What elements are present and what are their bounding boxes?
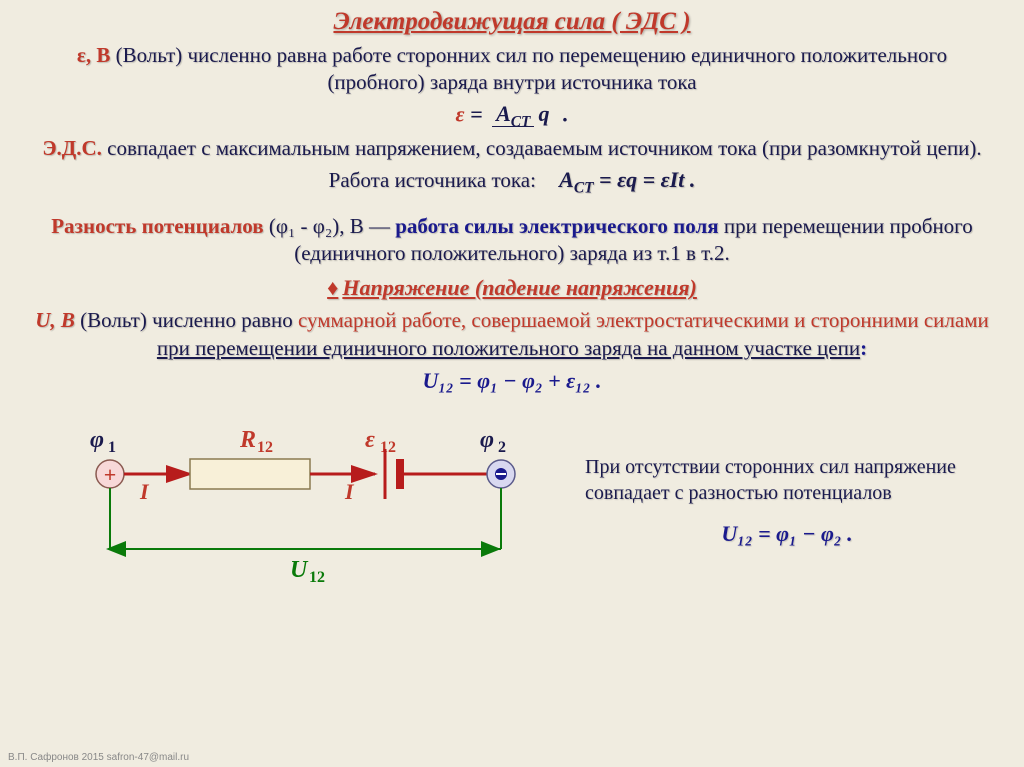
p5-rest-b: при перемещении единичного положительног… (157, 336, 860, 360)
eps-char: ε (456, 101, 465, 126)
p5-red: суммарной работе, совершаемой электроста… (298, 308, 989, 332)
work-formula-rest: = εq = εIt . (594, 167, 696, 192)
u-symbol: U, В (35, 308, 75, 332)
diamond-icon: ♦ (327, 275, 338, 300)
formula-emf: ε = AСТq . (35, 101, 989, 131)
den-q: q (534, 101, 553, 126)
section2-text: Напряжение (падение напряжения) (342, 275, 697, 300)
formula-u12: U₁₂ = φ₁ − φ₂ + ε₁₂ . (35, 368, 989, 394)
formula4: U₁₂ = φ₁ − φ₂ . (585, 520, 989, 549)
work-label: Работа источника тока: (329, 168, 536, 192)
pd-bold: работа силы электрического поля (395, 214, 718, 238)
voltage-section-title: ♦Напряжение (падение напряжения) (35, 275, 989, 301)
svg-text:R: R (239, 427, 256, 453)
voltage-paragraph: U, В (Вольт) численно равно суммарной ра… (35, 307, 989, 362)
svg-text:+: + (104, 462, 117, 487)
eq-sign: = (465, 101, 489, 126)
p5-colon: : (860, 336, 867, 360)
unit-text: (Вольт) (110, 43, 187, 67)
num-sub: СТ (511, 113, 531, 130)
absence-text: При отсутствии сторонних сил напряжение … (585, 454, 989, 506)
svg-text:I: I (344, 479, 355, 504)
svg-text:2: 2 (498, 439, 506, 456)
svg-text:φ: φ (480, 427, 494, 453)
svg-text:U: U (290, 557, 309, 583)
A-sub: СТ (574, 180, 594, 197)
svg-text:I: I (139, 479, 150, 504)
formula3-text: U₁₂ = φ₁ − φ₂ + ε₁₂ . (422, 368, 601, 393)
eds-text: совпадает с максимальным напряжением, со… (102, 136, 982, 160)
formula-dot: . (557, 101, 568, 126)
eps-symbol: ε, В (77, 43, 110, 67)
circuit-diagram: φ 1 R 12 ε 12 φ 2 + (35, 399, 575, 604)
definition-paragraph: ε, В (Вольт) численно равна работе сторо… (35, 42, 989, 97)
eds-label: Э.Д.С. (42, 136, 102, 160)
A-char: A (559, 167, 574, 192)
svg-text:12: 12 (257, 439, 273, 456)
footer-credit: В.П. Сафронов 2015 safron-47@mail.ru (8, 752, 189, 763)
pd-lead: Разность потенциалов (51, 214, 263, 238)
page-title: Электродвижущая сила ( ЭДС ) (35, 8, 989, 36)
work-formula: AСТ = εq = εIt . (559, 166, 695, 198)
potential-diff-para: Разность потенциалов (φ₁ - φ₂), В — рабо… (35, 213, 989, 268)
work-line: Работа источника тока: AСТ = εq = εIt . (35, 166, 989, 198)
pd-mid: — (369, 214, 395, 238)
svg-text:ε: ε (365, 427, 375, 453)
svg-text:12: 12 (309, 569, 325, 586)
pd-phi: (φ₁ - φ₂), В (264, 214, 369, 238)
p5-unit: (Вольт) численно равно (75, 308, 298, 332)
definition-text: численно равна работе сторонних сил по п… (187, 43, 947, 94)
svg-text:12: 12 (380, 439, 396, 456)
svg-text:1: 1 (108, 439, 116, 456)
num-A: A (496, 101, 511, 126)
eds-paragraph: Э.Д.С. совпадает с максимальным напряжен… (35, 135, 989, 162)
svg-text:φ: φ (90, 427, 104, 453)
